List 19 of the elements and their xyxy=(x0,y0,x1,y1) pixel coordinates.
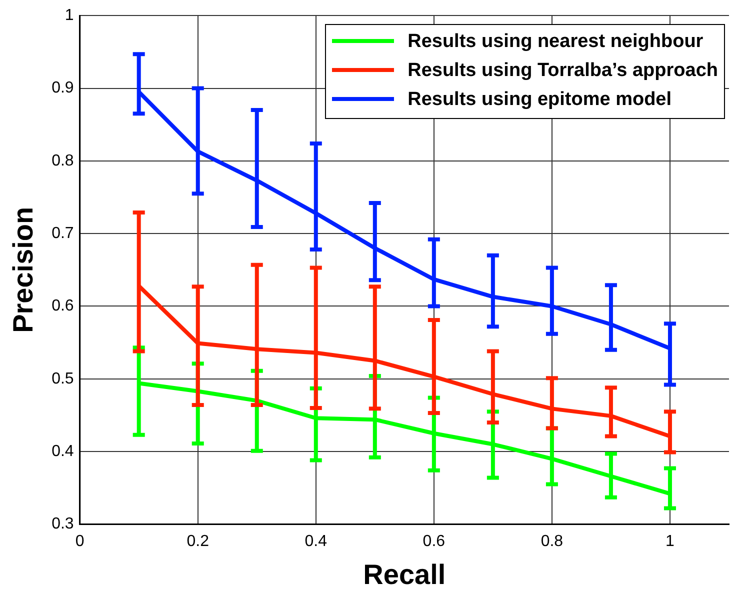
legend-label: Results using epitome model xyxy=(408,88,672,112)
x-tick-label: 0.8 xyxy=(540,533,564,550)
x-tick-label: 0.2 xyxy=(186,533,210,550)
legend-label: Results using nearest neighbour xyxy=(408,30,704,54)
x-tick-label: 1 xyxy=(666,533,675,550)
y-tick-label: 0.6 xyxy=(52,298,74,315)
y-tick-label: 1 xyxy=(64,7,74,24)
y-tick-label: 0.7 xyxy=(52,224,74,242)
x-tick-label: 0 xyxy=(75,533,84,550)
y-tick-label: 0.9 xyxy=(52,80,74,97)
x-tick-label: 0.6 xyxy=(422,533,446,550)
y-tick-label: 0.3 xyxy=(52,516,74,533)
y-tick-label: 0.5 xyxy=(52,370,74,388)
x-axis-title: Recall xyxy=(363,558,446,590)
x-tick-label: 0.4 xyxy=(304,533,328,550)
y-tick-label: 0.8 xyxy=(52,152,74,170)
legend-label: Results using Torralba’s approach xyxy=(408,58,718,83)
y-tick-label: 0.4 xyxy=(52,442,74,460)
y-axis-title: Precision xyxy=(8,206,39,333)
